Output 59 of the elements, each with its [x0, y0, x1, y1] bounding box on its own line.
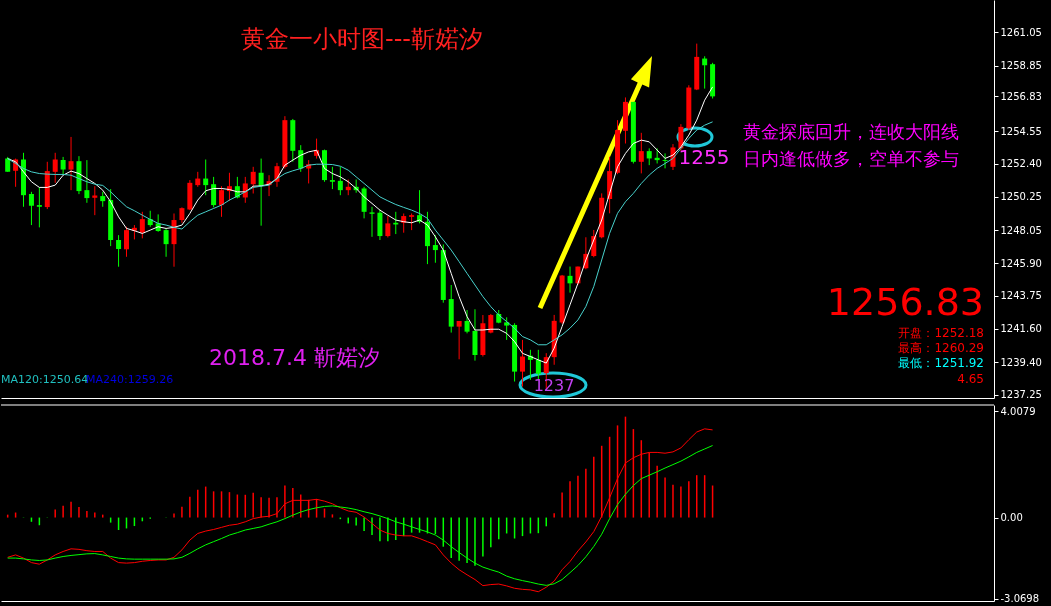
candlestick: [139, 211, 145, 239]
candlestick: [361, 186, 367, 219]
y-tick-label: 1241.60: [1000, 323, 1042, 335]
candlestick: [464, 309, 470, 334]
annotation: 2018.7.4 靳婼汐: [209, 345, 380, 370]
candlestick: [329, 166, 335, 190]
y-tick-label: 1261.05: [1000, 26, 1042, 38]
candlestick: [369, 206, 375, 238]
candlestick: [219, 185, 225, 218]
annotation: MA120:1250.64: [1, 373, 89, 386]
candlestick: [211, 176, 217, 208]
candlestick: [662, 152, 668, 169]
annotation: 1255: [678, 145, 730, 169]
y-tick-label: 4.0079: [1000, 405, 1036, 417]
y-tick-label: 0.00: [1000, 512, 1023, 524]
candlestick: [28, 191, 34, 226]
candlestick: [385, 215, 391, 238]
y-tick-label: 1237.25: [1000, 389, 1042, 401]
y-tick-label: 1239.40: [1000, 356, 1042, 368]
text: 1256.83: [826, 280, 984, 324]
candlestick: [377, 209, 383, 241]
annotation: 1237: [533, 376, 575, 395]
y-tick-label: 1252.40: [1000, 158, 1042, 170]
candlestick: [567, 266, 573, 294]
candlestick: [432, 234, 438, 264]
y-tick-label: 1258.85: [1000, 60, 1042, 72]
text: 最低：1251.92: [898, 356, 984, 370]
candlestick: [504, 316, 510, 341]
candlestick: [68, 136, 74, 191]
y-tick-label: 1256.83: [1000, 90, 1042, 102]
candlestick: [52, 152, 58, 184]
candlestick: [92, 185, 98, 216]
text: 日内逢低做多，空单不参与: [743, 148, 959, 169]
y-tick-label: -3.0698: [1000, 593, 1040, 605]
candlestick: [203, 159, 209, 196]
candlestick: [337, 166, 343, 196]
candlestick: [123, 226, 129, 258]
text: 黄金探底回升，连收大阳线: [743, 121, 959, 142]
candlestick: [535, 349, 541, 381]
y-tick-label: 1254.55: [1000, 125, 1042, 137]
candlestick: [250, 166, 256, 195]
text: 黄金一小时图---靳婼汐: [241, 25, 483, 53]
annotation: MA240:1259.26: [86, 373, 174, 386]
candlestick: [654, 147, 660, 164]
y-tick-label: 1243.75: [1000, 290, 1042, 302]
candlestick: [36, 186, 42, 228]
candlestick: [163, 227, 169, 258]
candlestick: [116, 234, 122, 268]
y-tick-label: 1248.05: [1000, 224, 1042, 236]
candlestick: [456, 320, 462, 360]
text: 最高：1260.29: [898, 341, 984, 355]
candlestick: [84, 159, 90, 204]
candlestick: [638, 132, 644, 174]
candlestick: [258, 158, 264, 227]
y-tick-label: 1250.25: [1000, 191, 1042, 203]
y-tick-label: 1245.90: [1000, 257, 1042, 269]
text: 4.65: [957, 372, 984, 386]
candlestick: [520, 339, 525, 388]
text: 开盘：1252.18: [898, 326, 984, 340]
